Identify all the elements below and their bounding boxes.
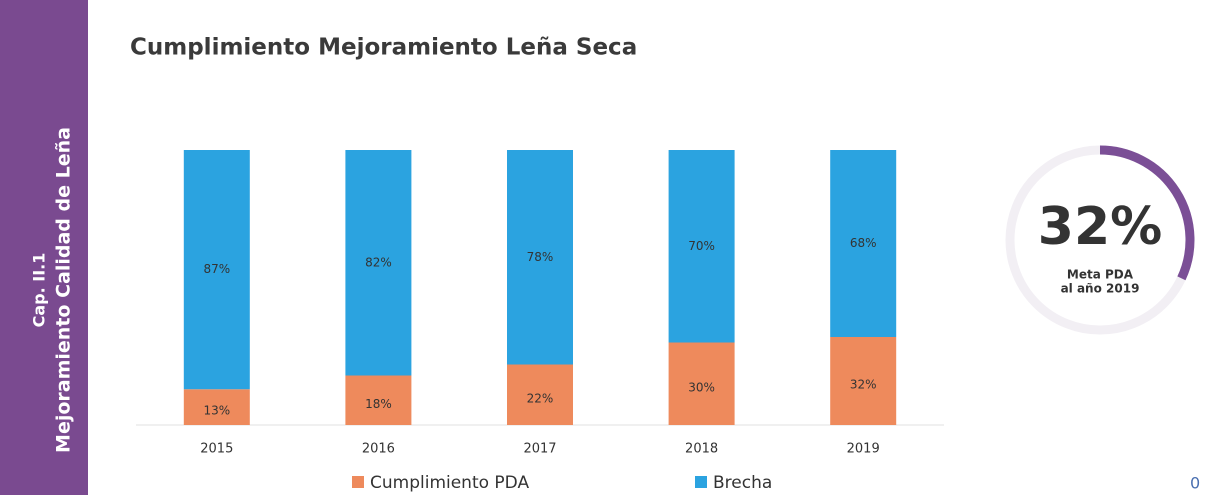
bar-segment — [345, 150, 412, 376]
data-label: 22% — [527, 391, 554, 405]
x-tick-label: 2017 — [523, 442, 556, 457]
legend-swatch — [695, 476, 707, 488]
legend-swatch — [352, 476, 364, 488]
data-label: 13% — [203, 404, 230, 418]
data-label: 78% — [527, 250, 554, 264]
gauge-value: 32% — [1038, 197, 1162, 257]
x-tick-label: 2019 — [847, 442, 880, 457]
chart-title: Cumplimiento Mejoramiento Leña Seca — [130, 35, 637, 61]
bar-segment — [507, 364, 573, 425]
data-label: 32% — [850, 378, 877, 392]
x-tick-label: 2016 — [362, 442, 395, 457]
bar-segment — [668, 342, 735, 425]
gauge-caption: al año 2019 — [1061, 282, 1140, 296]
data-label: 87% — [203, 262, 230, 276]
bar-segment — [668, 150, 735, 343]
bar-segment — [183, 389, 250, 425]
page-number: 0 — [1190, 474, 1200, 493]
data-label: 18% — [365, 397, 392, 411]
bar-segment — [507, 150, 573, 365]
x-tick-label: 2018 — [685, 442, 718, 457]
sidebar-chapter: Cap. II.1 — [30, 253, 49, 328]
gauge-arc — [1099, 145, 1195, 281]
data-label: 30% — [688, 380, 715, 394]
gauge-caption: Meta PDA — [1067, 268, 1134, 282]
data-label: 70% — [688, 239, 715, 253]
legend-label: Brecha — [713, 473, 772, 493]
bar-segment — [183, 150, 250, 390]
bar-segment — [345, 375, 412, 425]
sidebar-title: Mejoramiento Calidad de Leña — [53, 127, 75, 453]
data-label: 68% — [850, 236, 877, 250]
data-label: 82% — [365, 255, 392, 269]
bar-segment — [830, 150, 897, 337]
x-tick-label: 2015 — [200, 442, 233, 457]
bar-segment — [830, 337, 897, 425]
sidebar — [0, 0, 88, 495]
legend-label: Cumplimiento PDA — [370, 473, 529, 493]
